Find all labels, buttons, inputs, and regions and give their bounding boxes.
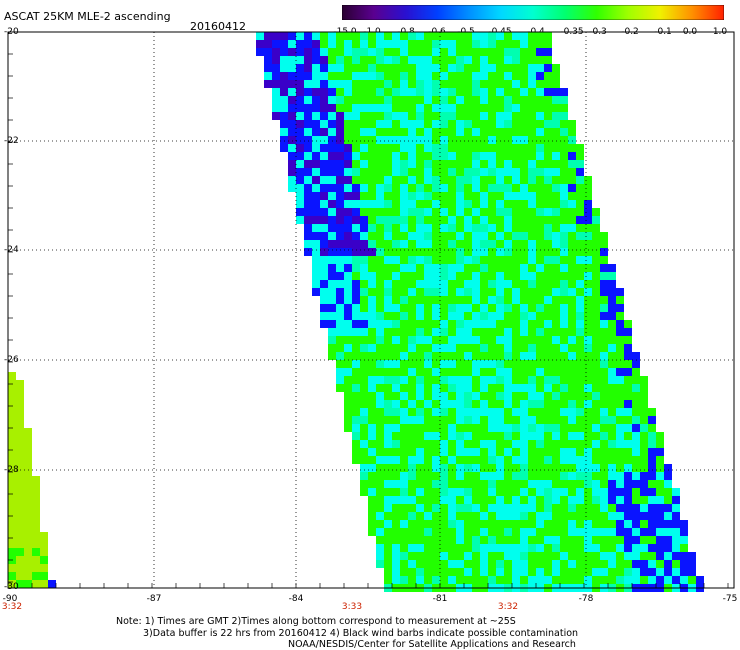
lat-label: -26 <box>4 355 19 365</box>
lat-lon-grid <box>8 32 734 588</box>
lon-label: -81 <box>432 594 448 604</box>
colorbar <box>342 5 724 20</box>
lat-label: -28 <box>4 465 19 475</box>
time-label: 3:32 <box>1 602 23 612</box>
lon-label: -84 <box>288 594 304 604</box>
lat-label: -24 <box>4 245 19 255</box>
footnote-line-2: 3)Data buffer is 22 hrs from 20160412 4)… <box>143 628 579 639</box>
map-ticks <box>7 31 729 588</box>
map-title: ASCAT 25KM MLE-2 ascending <box>4 10 171 23</box>
footnote-line-1: Note: 1) Times are GMT 2)Times along bot… <box>116 616 516 627</box>
time-label: 3:33 <box>341 602 363 612</box>
time-label: 3:32 <box>497 602 519 612</box>
lon-label: -75 <box>722 594 738 604</box>
lat-label: -30 <box>4 582 19 592</box>
footnote-line-3: NOAA/NESDIS/Center for Satellite Applica… <box>288 639 576 650</box>
ascat-swath-main <box>256 32 704 592</box>
map-date: 20160412 <box>190 20 246 33</box>
map-frame <box>7 31 735 589</box>
lon-label: -90 <box>2 594 18 604</box>
ascat-swath-left <box>8 372 56 588</box>
lat-label: -22 <box>4 136 19 146</box>
lon-label: -87 <box>146 594 162 604</box>
lat-label: -20 <box>4 27 19 37</box>
lon-label: -78 <box>578 594 594 604</box>
